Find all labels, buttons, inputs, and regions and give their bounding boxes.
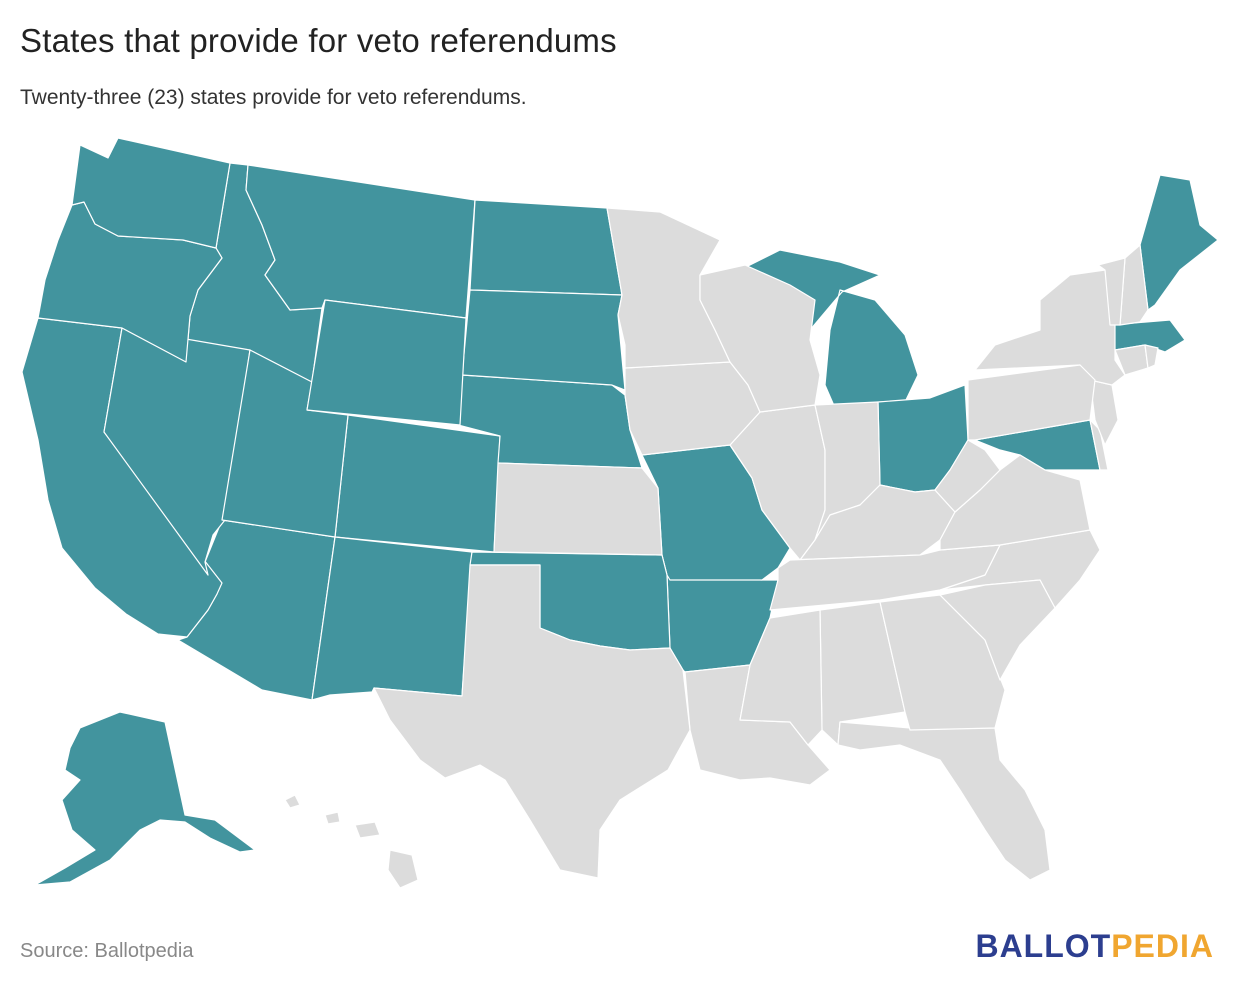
state-co xyxy=(334,414,501,553)
state-sd xyxy=(461,289,626,391)
logo-ballot: BALLOT xyxy=(975,928,1112,964)
state-mt xyxy=(245,164,476,319)
state-me xyxy=(1139,174,1219,311)
state-nd xyxy=(469,199,623,296)
source-note: Source: Ballotpedia xyxy=(20,940,194,962)
state-de xyxy=(1089,419,1109,471)
map-subtitle: Twenty-three (23) states provide for vet… xyxy=(20,86,527,109)
state-wy xyxy=(306,299,467,426)
state-nm xyxy=(311,536,473,701)
state-wv xyxy=(934,439,1001,513)
state-sc xyxy=(939,579,1056,681)
map-title: States that provide for veto referendums xyxy=(20,22,617,59)
state-tn xyxy=(769,544,1001,611)
ballotpedia-logo: BALLOTPEDIA xyxy=(975,928,1214,965)
state-ri xyxy=(1144,344,1159,369)
state-wi xyxy=(699,264,821,413)
state-ks xyxy=(493,462,663,556)
us-states-map xyxy=(21,137,1219,889)
state-fl xyxy=(837,721,1051,881)
logo-pedia: PEDIA xyxy=(1111,928,1214,964)
state-ny xyxy=(974,269,1126,386)
state-wa xyxy=(71,137,231,249)
state-tx xyxy=(373,564,691,879)
state-hi xyxy=(284,794,419,889)
state-vt xyxy=(1097,257,1126,326)
state-ms xyxy=(739,609,823,746)
state-ak xyxy=(34,711,256,886)
